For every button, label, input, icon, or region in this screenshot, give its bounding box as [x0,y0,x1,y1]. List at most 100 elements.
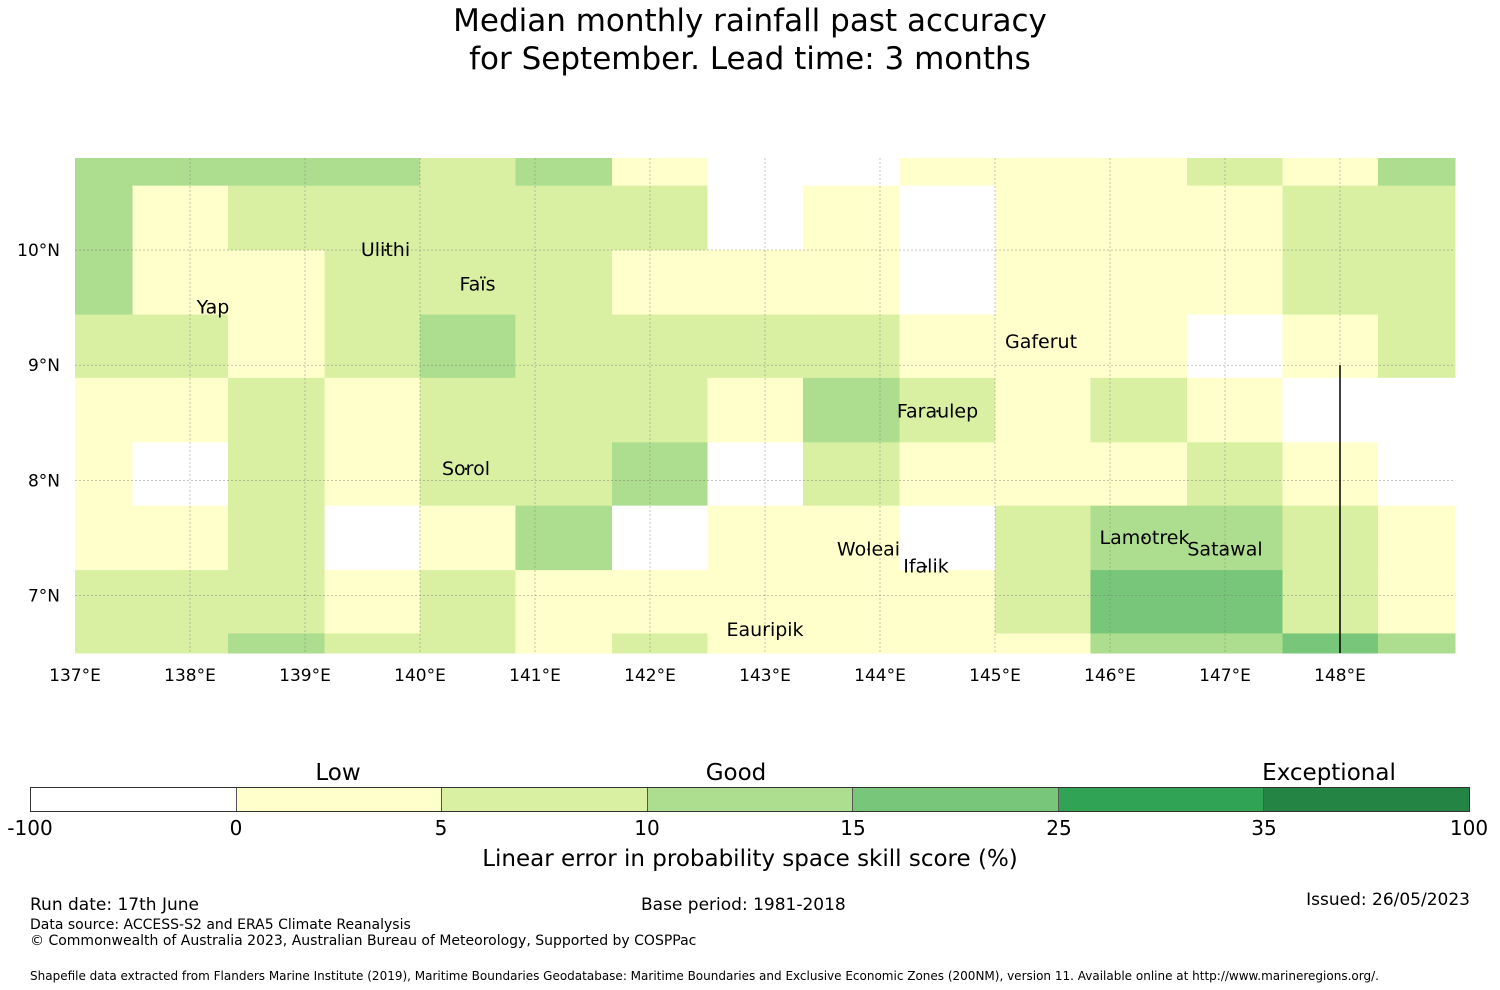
heatmap-cell [1187,633,1283,654]
shapefile-credit: Shapefile data extracted from Flanders M… [30,969,1379,983]
level-low-label: Low [315,760,361,786]
lon-tick-label: 145°E [969,666,1021,686]
colorbar-segment [236,788,443,811]
lon-tick-label: 138°E [164,666,216,686]
heatmap-cell [995,505,1091,571]
heatmap-cell [515,377,613,443]
heatmap-cell [1377,158,1456,187]
heatmap-cell [227,185,326,251]
heatmap-cell [227,158,326,187]
lon-tick-label: 141°E [509,666,561,686]
heatmap-cell [612,314,708,379]
level-good-label: Good [705,760,767,786]
heatmap-cell [515,158,613,187]
heatmap-cell [75,442,133,507]
lon-tick-label: 147°E [1199,666,1251,686]
heatmap-cell [132,570,229,634]
heatmap-cell [707,570,804,634]
lon-tick-label: 146°E [1084,666,1136,686]
colorbar-segment [31,788,237,811]
heatmap-cell [612,442,708,507]
heatmap-cell [707,314,804,379]
heatmap-cell [802,377,901,443]
colorbar-label: Linear error in probability space skill … [482,846,1018,872]
heatmap-cell [802,158,901,187]
colorbar-tick: 25 [1046,816,1072,840]
heatmap-cell [1377,570,1456,634]
island-label: Eauripik [726,619,803,641]
island-label: Satawal [1187,538,1262,560]
heatmap-cell [1282,442,1379,507]
island-label: Lamotrek [1100,527,1190,549]
lon-tick-label: 137°E [49,666,101,686]
colorbar-tick: 5 [434,816,448,840]
heatmap-cell [899,570,996,634]
heatmap-cell [1282,250,1379,316]
heatmap-cell [899,633,996,654]
heatmap-cell [132,377,229,443]
heatmap-cell [1282,570,1379,634]
heatmap-cell [1187,442,1283,507]
colorbar-segment [647,788,854,811]
heatmap-cell [324,250,421,316]
heatmap-cell [75,377,133,443]
lon-tick-label: 144°E [854,666,906,686]
island-label: Faïs [459,274,495,296]
heatmap-cell [75,505,133,571]
heatmap-cell [1282,314,1379,379]
island-marker [1039,340,1043,344]
heatmap-cell [132,633,229,654]
heatmap-cell [995,314,1091,379]
heatmap-cell [899,442,996,507]
heatmap-cell [707,250,804,316]
heatmap-cell [324,505,421,571]
heatmap-cell [707,185,804,251]
heatmap-cell [324,185,421,251]
lat-tick-label: 10°N [17,241,60,261]
heatmap-cell [75,158,133,187]
heatmap-cell [899,250,996,316]
heatmap-cell [1187,250,1283,316]
run-date: Run date: 17th June [30,895,199,915]
heatmap-cell [995,442,1091,507]
heatmap-cell [1090,314,1188,379]
lon-tick-label: 142°E [624,666,676,686]
heatmap-cell [1282,377,1379,443]
heatmap-cell [612,250,708,316]
island-marker [867,548,870,551]
heatmap-cell [802,633,901,654]
heatmap-cell [75,314,133,379]
heatmap-cell [227,314,326,379]
heatmap-cell [802,314,901,379]
heatmap-cell [420,377,516,443]
heatmap-cell [1090,377,1188,443]
island-marker [464,467,468,471]
colorbar-tick: 35 [1251,816,1277,840]
heatmap-cell [420,505,516,571]
colorbar-tick: 0 [229,816,243,840]
heatmap-cell [515,570,613,634]
heatmap-cell [132,505,229,571]
heatmap-cell [515,250,613,316]
island-marker [1143,536,1146,540]
heatmap-cell [132,250,229,316]
heatmap-cell [995,633,1091,654]
heatmap-cell [1282,633,1379,654]
heatmap-cell [707,158,804,187]
heatmap-cell [1090,250,1188,316]
colorbar [30,787,1470,812]
heatmap-cell [899,185,996,251]
heatmap-cell [1090,185,1188,251]
heatmap-cell [995,570,1091,634]
heatmap-cell [420,250,516,316]
island-label: Woleai [837,538,900,560]
heatmap-cell [420,633,516,654]
heatmap-cell [1187,158,1283,187]
lon-tick-label: 143°E [739,666,791,686]
heatmap-cell [324,570,421,634]
heatmap-cell [227,377,326,443]
heatmap-cell [1187,314,1283,379]
heatmap-cell [227,442,326,507]
colorbar-segment [442,788,648,811]
heatmap-cell [1282,185,1379,251]
